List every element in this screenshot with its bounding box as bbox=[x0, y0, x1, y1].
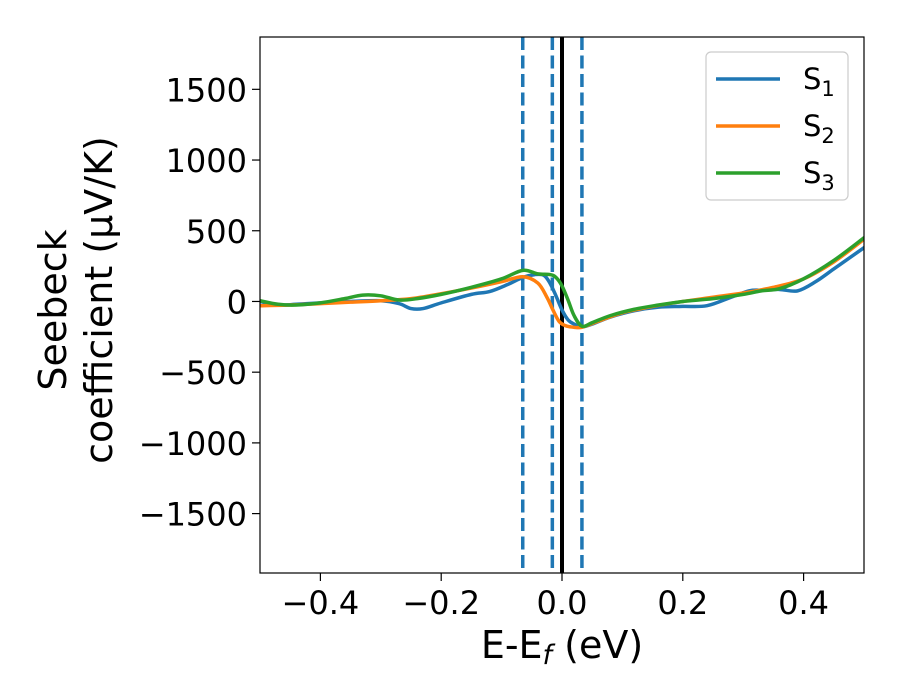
legend-label-sub: 2 bbox=[821, 124, 834, 148]
plot-area bbox=[260, 37, 864, 573]
y-tick-label: −500 bbox=[159, 354, 247, 392]
y-axis-title-line-2: coefficient (μV/K) bbox=[77, 136, 121, 464]
x-tick-label: −0.2 bbox=[402, 584, 480, 622]
axes: −0.4 −0.2 0.0 0.2 0.4 −1500 −1000 −500 0 500 1000 1… bbox=[139, 36, 865, 622]
x-tick-label: −0.4 bbox=[282, 584, 360, 622]
y-tick-label: 1500 bbox=[166, 71, 247, 109]
y-tick-label: 0 bbox=[227, 283, 247, 321]
x-tick-label: 0.2 bbox=[657, 584, 708, 622]
legend-label-main: S bbox=[803, 109, 821, 143]
legend-label-s1: S1 bbox=[803, 62, 835, 101]
legend-label-s2: S2 bbox=[803, 109, 835, 148]
y-axis-title-line-1: Seebeck bbox=[31, 229, 75, 390]
legend-label-main: S bbox=[803, 62, 821, 96]
x-axis-title-main: E-E bbox=[481, 623, 543, 667]
legend-label-sub: 1 bbox=[821, 77, 834, 101]
x-tick-label: 0.0 bbox=[537, 584, 588, 622]
legend-label-main: S bbox=[803, 156, 821, 190]
x-tick-label: 0.4 bbox=[778, 584, 829, 622]
x-axis-title: E-Ef (eV) bbox=[481, 623, 643, 671]
x-axis-title-tail: (eV) bbox=[552, 623, 643, 667]
y-tick-label: −1000 bbox=[139, 425, 247, 463]
axis-titles: E-Ef (eV) Seebeck coefficient (μV/K) bbox=[31, 136, 643, 671]
legend-label-sub: 3 bbox=[821, 171, 834, 195]
y-tick-label: 500 bbox=[186, 213, 247, 251]
legend-label-s3: S3 bbox=[803, 156, 835, 195]
plot-clipped-group bbox=[260, 37, 864, 573]
y-tick-label: −1500 bbox=[139, 496, 247, 534]
y-tick-label: 1000 bbox=[166, 142, 247, 180]
series-line-s3 bbox=[260, 236, 864, 329]
